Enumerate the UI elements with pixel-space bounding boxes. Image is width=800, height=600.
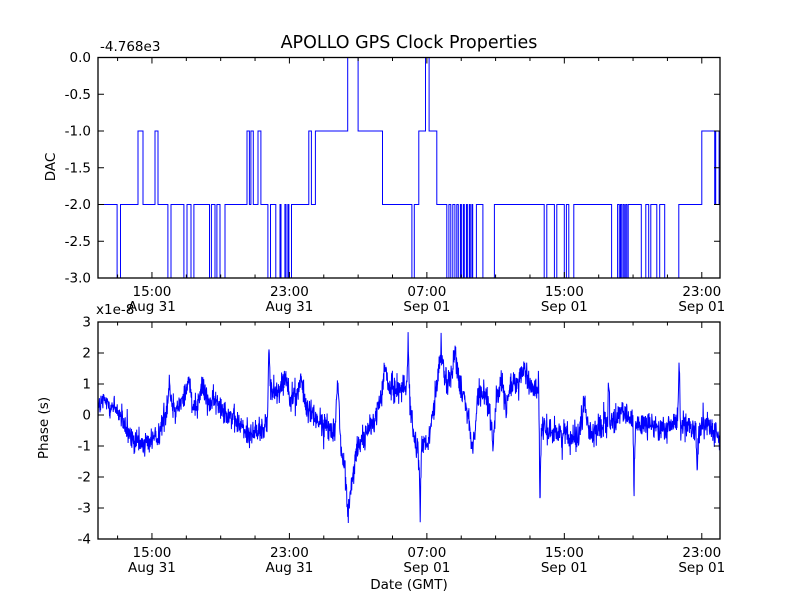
- svg-text:23:00: 23:00: [270, 284, 309, 300]
- svg-text:Sep 01: Sep 01: [678, 560, 725, 576]
- svg-text:Aug 31: Aug 31: [265, 299, 313, 315]
- figure-title: APOLLO GPS Clock Properties: [280, 33, 538, 53]
- svg-text:07:00: 07:00: [407, 545, 446, 561]
- svg-text:23:00: 23:00: [270, 545, 309, 561]
- svg-text:15:00: 15:00: [545, 545, 584, 561]
- x-axis-label: Date (GMT): [370, 577, 448, 593]
- svg-text:15:00: 15:00: [132, 284, 171, 300]
- phase-noise-line: [97, 332, 721, 524]
- svg-text:Sep 01: Sep 01: [678, 299, 725, 315]
- svg-text:23:00: 23:00: [682, 545, 721, 561]
- svg-text:0.0: 0.0: [70, 50, 91, 66]
- svg-text:Aug 31: Aug 31: [265, 560, 313, 576]
- svg-text:-1: -1: [78, 439, 91, 455]
- svg-text:1: 1: [82, 377, 91, 393]
- svg-text:-4: -4: [78, 532, 91, 548]
- phase-axes-frame: [97, 321, 721, 540]
- svg-text:-3: -3: [78, 501, 91, 517]
- svg-text:-2: -2: [78, 470, 91, 486]
- svg-text:07:00: 07:00: [407, 284, 446, 300]
- svg-text:-0.5: -0.5: [65, 87, 91, 103]
- svg-text:15:00: 15:00: [132, 545, 171, 561]
- dac-step-line: [98, 57, 720, 279]
- svg-text:-3.0: -3.0: [65, 271, 91, 287]
- svg-text:-1.5: -1.5: [65, 160, 91, 176]
- phase-y-axis-label: Phase (s): [36, 396, 52, 460]
- svg-text:Sep 01: Sep 01: [403, 299, 450, 315]
- svg-text:3: 3: [82, 315, 91, 331]
- svg-text:Sep 01: Sep 01: [541, 560, 588, 576]
- dac-y-axis-label: DAC: [43, 152, 59, 182]
- svg-text:23:00: 23:00: [682, 284, 721, 300]
- svg-text:Aug 31: Aug 31: [128, 560, 176, 576]
- svg-text:-2.0: -2.0: [65, 197, 91, 213]
- svg-text:Sep 01: Sep 01: [403, 560, 450, 576]
- svg-text:Sep 01: Sep 01: [541, 299, 588, 315]
- svg-text:-1.0: -1.0: [65, 124, 91, 140]
- svg-text:15:00: 15:00: [545, 284, 584, 300]
- svg-text:0: 0: [82, 408, 91, 424]
- svg-text:-2.5: -2.5: [65, 234, 91, 250]
- phase-axis-scale-label: x1e-8: [96, 302, 135, 318]
- svg-text:Aug 31: Aug 31: [128, 299, 176, 315]
- svg-text:2: 2: [82, 346, 91, 362]
- dac-axis-offset-label: -4.768e3: [100, 39, 161, 55]
